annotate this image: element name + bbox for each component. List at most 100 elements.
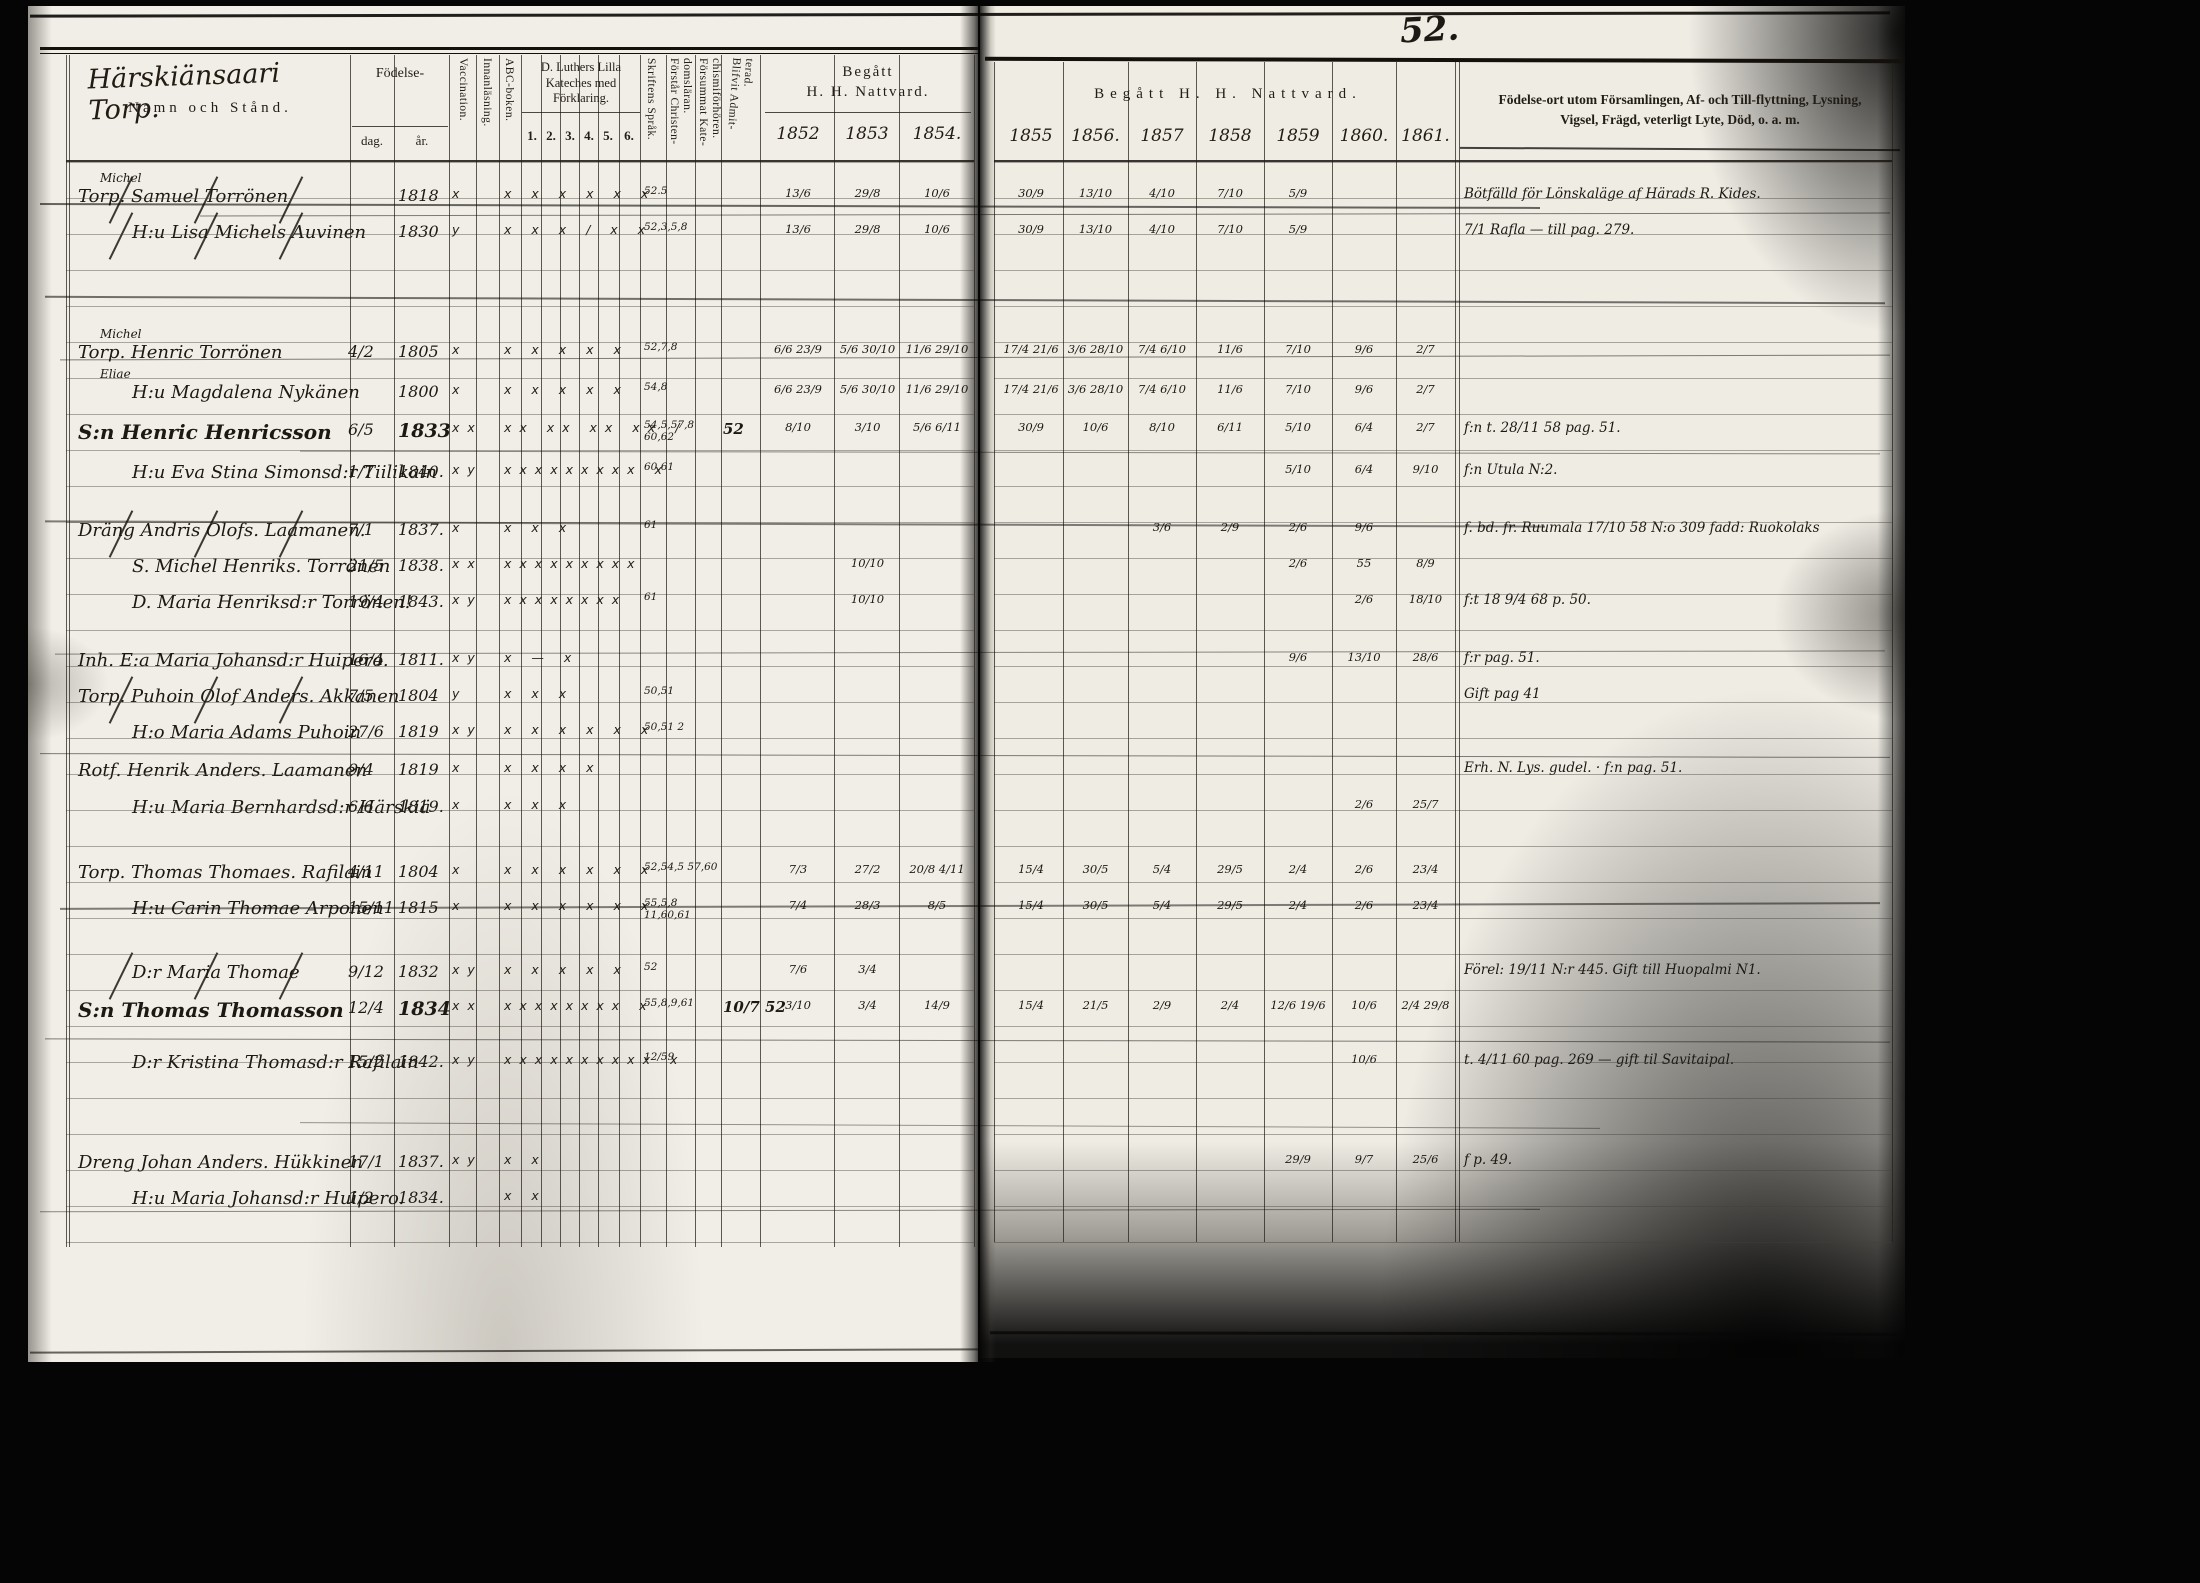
column-line [394, 55, 395, 1247]
catechism-marks: x x x x x [504, 342, 629, 357]
row-line [994, 198, 1892, 199]
communion-1858: 6/11 [1217, 420, 1243, 434]
column-line [974, 55, 975, 1247]
communion-1852: 6/6 23/9 [774, 342, 822, 356]
table-row: Torp. Samuel Torrönen 1818 x x x x x x x 52.… [0, 171, 2200, 224]
entry-name: H:o Maria Adams Puhoin [132, 722, 362, 743]
birth-year: 1842. [398, 1052, 444, 1071]
communion-1859: 5/9 [1288, 186, 1308, 200]
communion-1861: 2/7 [1416, 342, 1435, 356]
top-rule-left2 [40, 53, 978, 54]
communion-1856: 3/6 28/10 [1067, 382, 1124, 396]
birth-year: 1834 [398, 998, 451, 1020]
birth-day: 21/5 [348, 556, 384, 575]
catechism-marks: x x x x [504, 760, 602, 775]
column-line [1063, 62, 1064, 1242]
row-line [66, 162, 974, 163]
communion-1861: 2/7 [1416, 420, 1435, 434]
table-row: S:n Thomas Thomasson 12/4 1834 xx xxxxxxxx x… [0, 997, 2200, 1032]
communion-1855: 30/9 [1018, 222, 1044, 236]
row-line [994, 702, 1892, 703]
catechism-marks: x x x x x x [504, 862, 657, 877]
catechism-marks: xxxxxxxxxx x [504, 1052, 686, 1067]
row-line [994, 306, 1892, 307]
examination-years: 55,8,9,61 [644, 997, 695, 1009]
remarks-note: Gift pag 41 [1464, 686, 1541, 702]
vaccination-mark: x [452, 797, 468, 812]
birth-year: 1838. [398, 556, 444, 575]
communion-1854: 10/6 [924, 186, 950, 200]
vaccination-mark: xy [452, 650, 483, 665]
left-page [28, 6, 978, 1362]
communion-1853: 10/10 [850, 592, 885, 606]
examination-years: 52 [644, 961, 658, 973]
birth-year: 1832 [398, 962, 439, 981]
communion-1853: 3/10 [854, 420, 881, 434]
table-row: S:n Henric Henricsson 6/5 1833 xx xx xx xx x… [0, 419, 2200, 454]
birth-year: 1819. [398, 797, 444, 816]
communion-1860: 9/6 [1354, 520, 1374, 534]
row-line [994, 1026, 1892, 1027]
column-line [619, 55, 620, 1247]
communion-1861: 18/10 [1408, 592, 1443, 606]
row-line [66, 486, 974, 487]
column-line [521, 55, 522, 1247]
admitted-mark: 52 [723, 420, 744, 438]
column-line [1459, 62, 1460, 1242]
communion-1855: 30/9 [1018, 186, 1044, 200]
row-line [66, 342, 974, 343]
entry-overname: Michel [100, 327, 142, 341]
vaccination-mark: xy [452, 1052, 483, 1067]
row-line [66, 990, 974, 991]
communion-1857: 4/10 [1149, 222, 1175, 236]
communion-1860: 55 [1356, 556, 1372, 570]
communion-1856: 3/6 28/10 [1067, 342, 1124, 356]
row-line [66, 1026, 974, 1027]
communion-1857: 4/10 [1149, 186, 1175, 200]
catechism-col-5: 5. [603, 128, 613, 143]
year-header-1858: 1858 [1208, 126, 1252, 146]
communion-header-right: Begått H. H. Nattvard. [1094, 86, 1362, 102]
birth-year: 1805 [398, 342, 439, 361]
communion-1858: 11/6 [1217, 342, 1243, 356]
row-line [994, 1062, 1892, 1063]
communion-1853: 5/6 30/10 [839, 382, 896, 396]
vaccination-mark: xy [452, 1152, 483, 1167]
column-line [449, 55, 450, 1247]
column-line [666, 55, 667, 1247]
vaccination-mark: y [452, 222, 468, 237]
communion-1858: 2/4 [1220, 998, 1240, 1012]
communion-1860: 10/6 [1351, 998, 1377, 1012]
row-line [994, 1098, 1892, 1099]
catechism-marks: x x x x x [504, 962, 629, 977]
row-line [66, 954, 974, 955]
communion-1859: 12/6 19/6 [1270, 998, 1326, 1012]
table-row: Inh. E:a Maria Johansd:r Huipero. 16/4 181… [0, 650, 2200, 684]
book-gutter [960, 6, 996, 1362]
table-row: Torp. Thomas Thomaes. Rafilain 4/11 1804 x x… [0, 861, 2200, 896]
communion-1853: 10/10 [850, 556, 885, 570]
communion-1856: 13/10 [1078, 222, 1113, 236]
birth-day: 4/11 [348, 862, 384, 881]
remarks-note: Förel: 19/11 N:r 445. Gift till Huopalmi… [1464, 962, 1761, 978]
column-line [66, 55, 67, 1247]
communion-1856: 30/5 [1082, 862, 1109, 876]
catechism-col-2: 2. [546, 128, 556, 143]
row-line [66, 738, 974, 739]
communion-1852: 3/10 [785, 998, 811, 1012]
year-header-1860: 1860. [1339, 126, 1389, 146]
communion-1859: 2/4 [1288, 862, 1308, 876]
birth-year: 1833 [398, 420, 451, 442]
birth-year: 1819 [398, 722, 439, 741]
table-row: Torp. Puhoin Olof Anders. Akkanen 7/5 1804… [0, 676, 2200, 724]
catechism-marks: xx xx xx xx / [504, 420, 688, 435]
row-line [994, 630, 1892, 631]
row-line [66, 810, 974, 811]
examination-years: 50,51 [644, 685, 675, 697]
table-row: H:u Eva Stina Simonsd:r Tiilikain 1/7 1840… [0, 461, 2200, 496]
column-line [541, 55, 542, 1247]
entry-name: Dreng Johan Anders. Hükkinen [78, 1152, 363, 1173]
birth-day: 16/4 [348, 650, 384, 669]
column-line [1128, 62, 1129, 1242]
communion-1860: 6/4 [1354, 462, 1374, 476]
